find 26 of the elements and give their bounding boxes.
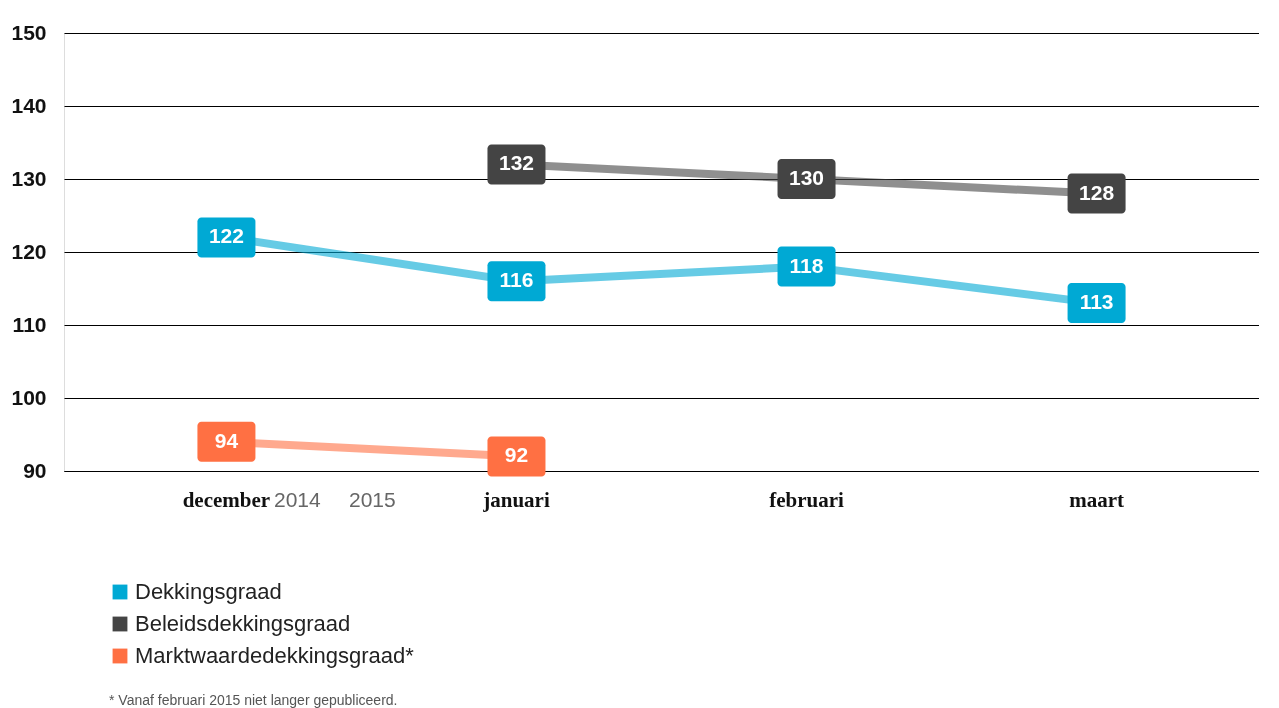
text: 2014 bbox=[274, 488, 322, 511]
data-label: 94 bbox=[214, 428, 239, 452]
y-tick-label: 100 bbox=[11, 385, 47, 409]
y-tick-label: 120 bbox=[11, 239, 47, 263]
data-label: 128 bbox=[1079, 180, 1115, 204]
data-label: 118 bbox=[789, 253, 824, 277]
y-tick-label: 130 bbox=[11, 166, 47, 190]
x-tick-label: februari bbox=[769, 487, 845, 512]
data-label: 113 bbox=[1079, 290, 1114, 314]
legend-label: Dekkingsgraad bbox=[135, 579, 282, 604]
data-label: 92 bbox=[504, 443, 529, 467]
legend-label: Marktwaardedekkingsgraad* bbox=[135, 643, 415, 668]
x-tick-label: januari bbox=[482, 487, 550, 512]
data-label: 132 bbox=[498, 151, 534, 175]
data-label: 116 bbox=[499, 268, 534, 292]
text: * Vanaf februari 2015 niet langer gepubliceerd. bbox=[109, 692, 398, 708]
y-tick-label: 140 bbox=[11, 93, 47, 117]
data-label: 122 bbox=[208, 224, 244, 248]
data-label: 130 bbox=[789, 166, 825, 189]
y-tick-label: 150 bbox=[11, 20, 47, 44]
y-tick-label: 110 bbox=[12, 312, 47, 336]
x-tick-label: maart bbox=[1069, 487, 1124, 512]
legend-label: Beleidsdekkingsgraad bbox=[135, 611, 351, 636]
y-tick-label: 90 bbox=[23, 458, 47, 482]
x-tick-label: december bbox=[182, 487, 271, 512]
text: 2015 bbox=[349, 488, 396, 511]
